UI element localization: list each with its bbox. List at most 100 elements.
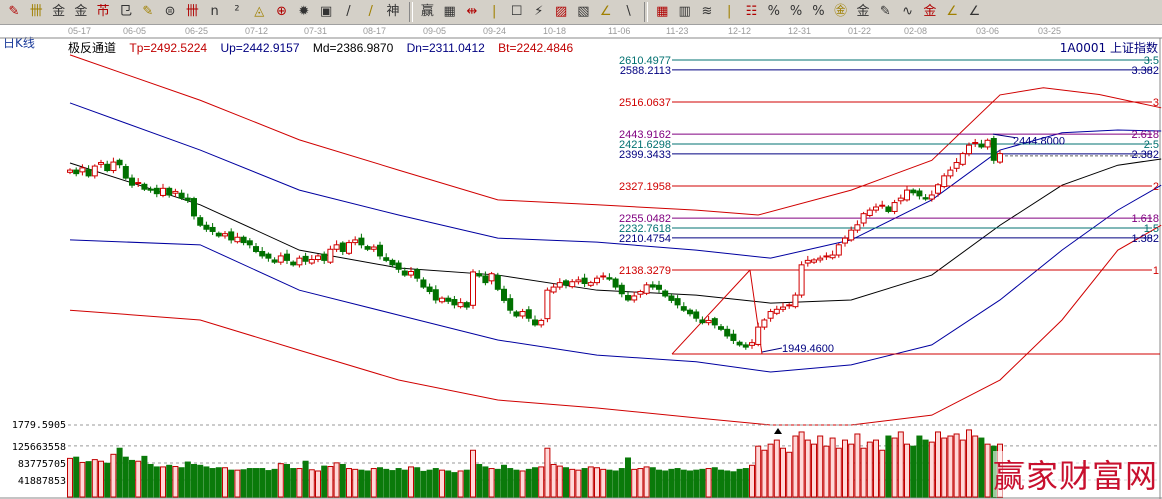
matrix-icon[interactable]: ▧	[577, 4, 590, 19]
volume-bar	[984, 443, 991, 498]
rect-icon[interactable]: ▦	[443, 4, 456, 19]
volume-bar	[277, 463, 284, 498]
fib-icon[interactable]: 芇	[96, 4, 110, 19]
win-angle-icon[interactable]: ∠	[946, 4, 958, 19]
volume-bar	[253, 468, 259, 498]
wave2-icon[interactable]: %	[812, 4, 825, 19]
god-icon[interactable]: /	[346, 4, 351, 19]
width-icon[interactable]: 赢	[420, 4, 434, 19]
candle-body	[296, 257, 303, 266]
gold-icon[interactable]: ㊎	[834, 4, 848, 19]
volume-bar	[532, 467, 538, 498]
candle-body	[532, 319, 538, 326]
candle-body	[494, 275, 501, 290]
n2-icon[interactable]: n	[210, 4, 219, 19]
volume-bar	[364, 470, 371, 498]
volume-bar	[569, 468, 576, 498]
percent-icon[interactable]: ≋	[701, 4, 713, 19]
date-tick: 09-24	[483, 26, 507, 36]
candle-body	[711, 318, 718, 326]
candle-body	[792, 294, 799, 308]
volume-bar	[854, 433, 861, 498]
fan-icon[interactable]: ⇹	[466, 4, 478, 19]
candle-body	[488, 273, 495, 282]
box-fan2-icon[interactable]: ☐	[510, 4, 523, 19]
volume-bar	[259, 468, 266, 498]
gold-angle-icon[interactable]: ∿	[902, 4, 914, 19]
god-angle-icon[interactable]: 金	[923, 4, 937, 19]
candle-body	[891, 202, 898, 212]
candle-body	[612, 278, 619, 288]
volume-bar	[773, 439, 780, 498]
volume-bar	[476, 463, 483, 498]
gold-lines-icon[interactable]: %	[767, 4, 780, 19]
candle-body	[556, 282, 563, 288]
volume-bar	[414, 467, 421, 498]
four-angle-icon[interactable]: ∠	[968, 4, 981, 19]
target-icon[interactable]: ◬	[254, 4, 265, 19]
box-fan-icon[interactable]: |	[492, 4, 497, 19]
date-tick: 08-17	[363, 26, 387, 36]
candle-body	[947, 169, 954, 177]
fib-ratio-label: 3	[1153, 97, 1159, 109]
angle2-icon[interactable]: ▨	[554, 4, 568, 19]
volume-bar	[972, 435, 979, 498]
volume-bar	[451, 472, 458, 498]
percent-lines-icon[interactable]: |	[727, 4, 732, 19]
angle3-icon[interactable]: 金	[856, 4, 870, 19]
volume-bar	[662, 470, 669, 498]
numbers-icon[interactable]: 神	[386, 4, 400, 19]
angle-icon[interactable]: ⚡	[534, 4, 544, 19]
volume-bar	[953, 433, 960, 498]
triangle-icon[interactable]: ²	[234, 4, 240, 19]
candle-body	[346, 242, 352, 254]
pen-icon[interactable]: ✎	[8, 4, 20, 19]
candle-body	[656, 284, 662, 290]
bars-icon[interactable]: ▦	[656, 4, 669, 19]
indicator-title: 极反通道 Tp=2492.5224 Up=2442.9157 Md=2386.9…	[68, 39, 583, 56]
lines-icon[interactable]: ▣	[320, 4, 333, 19]
candle-body	[569, 281, 576, 288]
gold-pen-icon[interactable]: %	[789, 4, 803, 19]
slope-icon[interactable]: ∖	[623, 4, 633, 19]
wave-icon[interactable]: 㔾	[118, 4, 132, 19]
spiral-icon[interactable]: ⊕	[276, 4, 288, 19]
volume-bar	[656, 469, 662, 498]
volume-bar	[519, 470, 526, 498]
candle-body	[916, 190, 923, 197]
grid-icon[interactable]: 卌	[29, 4, 43, 19]
parallel-icon[interactable]: 卌	[185, 4, 199, 19]
candle-body	[798, 264, 805, 296]
candle-body	[829, 254, 836, 259]
candle-body	[873, 206, 879, 211]
volume-bar	[98, 460, 104, 498]
candle-body	[513, 311, 520, 317]
date-tick: 11-23	[666, 26, 689, 36]
golden-grid2-icon[interactable]: 金	[74, 4, 88, 19]
volume-bar	[823, 445, 830, 498]
date-tick: 07-12	[245, 26, 269, 36]
candle-body	[160, 187, 166, 196]
gold-circle-icon[interactable]: ☷	[745, 4, 758, 19]
fib-price-label: 2421.6298	[619, 139, 671, 151]
candle-body	[67, 169, 73, 173]
circle-icon[interactable]: ⊜	[164, 4, 176, 19]
percent-line-icon[interactable]: ▥	[678, 4, 691, 19]
volume-bar	[73, 456, 80, 498]
volume-tick-label: 83775705	[18, 459, 66, 470]
fib-price-label: 2210.4754	[619, 233, 671, 245]
volume-bar	[91, 459, 98, 498]
volume-bar	[742, 468, 749, 498]
box-icon[interactable]: ✹	[298, 4, 310, 19]
matrix2-icon[interactable]: ∠	[599, 4, 612, 19]
pen2-icon[interactable]: ✎	[142, 4, 154, 19]
f-angle-icon[interactable]: ✎	[879, 4, 891, 19]
candle-body	[389, 259, 396, 266]
volume-bar	[346, 468, 352, 498]
volume-bar	[730, 471, 737, 498]
candle-body	[395, 262, 402, 270]
win-icon[interactable]: /	[368, 4, 373, 19]
volume-bar	[755, 445, 762, 498]
golden-grid-icon[interactable]: 金	[52, 4, 66, 19]
